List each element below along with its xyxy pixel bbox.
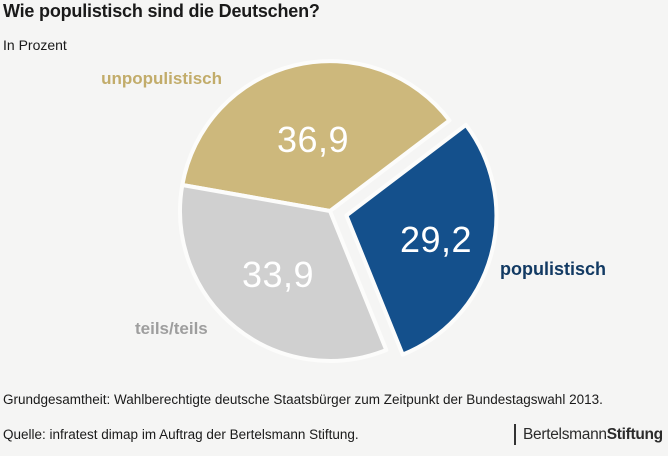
page-title: Wie populistisch sind die Deutschen? xyxy=(3,1,320,21)
source-note: Quelle: infratest dimap im Auftrag der B… xyxy=(3,427,359,442)
slice-label-teils-teils: teils/teils xyxy=(135,319,208,338)
logo-part-stiftung: Stiftung xyxy=(606,425,663,443)
logo-text: BertelsmannStiftung xyxy=(523,426,663,444)
slice-label-populistisch: populistisch xyxy=(500,259,607,279)
population-note: Grundgesamtheit: Wahlberechtigte deutsch… xyxy=(3,392,603,407)
slice-label-unpopulistisch: unpopulistisch xyxy=(101,69,222,88)
unit-label: In Prozent xyxy=(3,37,67,53)
pie-slice-teils-teils xyxy=(178,183,389,363)
bertelsmann-stiftung-logo: BertelsmannStiftung xyxy=(514,424,663,445)
logo-part-bertelsmann: Bertelsmann xyxy=(523,425,607,443)
pie-slice-populistisch xyxy=(344,122,499,357)
pie-slice-unpopulistisch xyxy=(180,59,452,213)
logo-divider-bar xyxy=(514,424,516,445)
